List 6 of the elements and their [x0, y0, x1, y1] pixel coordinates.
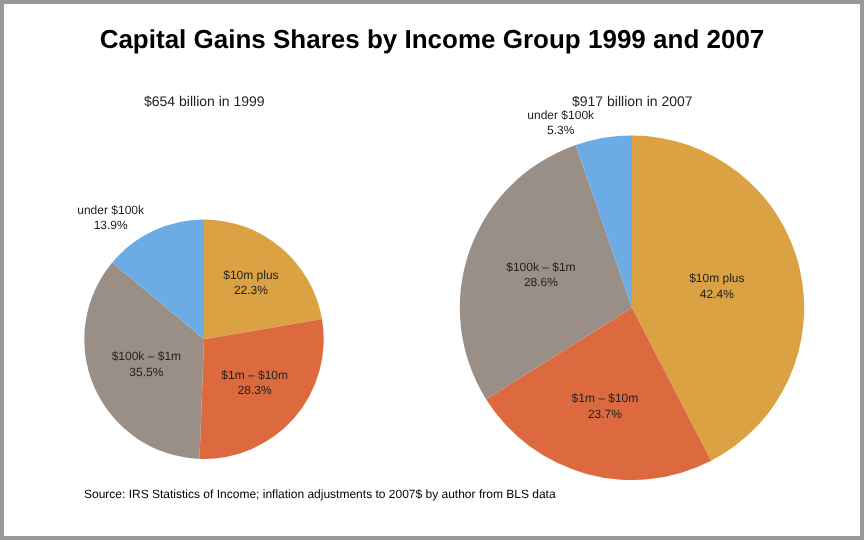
pie-slice: [486, 307, 712, 480]
pie-slice: [84, 262, 204, 459]
pie-slice: [575, 135, 632, 308]
pie-slice: [204, 219, 322, 340]
text: Capital Gains Shares by Income Group 1999 and 2007: [97, 24, 767, 54]
pie-slice: [199, 319, 324, 459]
